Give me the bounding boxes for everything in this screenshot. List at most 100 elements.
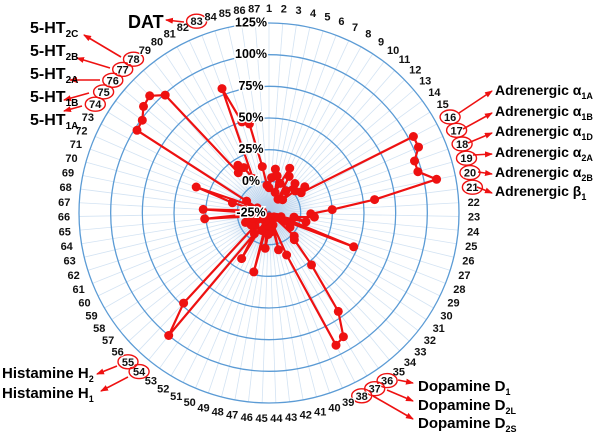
spoke-label-33: 33 [414, 346, 426, 358]
spoke-label-57: 57 [102, 335, 114, 347]
data-point-65 [200, 214, 210, 224]
radial-axis-label: 75% [238, 79, 263, 93]
spoke-label-9: 9 [378, 36, 384, 48]
annotation-arrow-5-ht1b [63, 92, 90, 102]
spoke-label-58: 58 [93, 323, 105, 335]
receptor-label-5-ht1b: 5-HT1B [30, 89, 78, 109]
spoke-label-63: 63 [63, 256, 75, 268]
radial-axis-label: 25% [238, 142, 263, 156]
data-point-83 [217, 84, 227, 94]
annotation-arrow-adrenergic-1a [458, 90, 493, 114]
circled-spoke-16 [439, 109, 461, 125]
annotation-arrow-dopamine-d1 [397, 378, 414, 385]
grid-ring [141, 85, 397, 341]
radial-axis-labels: -25% 0% 25% 50% 75% 100% 125% [234, 14, 269, 221]
data-point-53 [249, 229, 259, 239]
spoke-label-50: 50 [184, 397, 196, 409]
spoke-label-20: 20 [464, 168, 476, 180]
spoke-label-71: 71 [70, 139, 82, 151]
radial-axis-label: -25% [236, 206, 265, 220]
data-point-25 [289, 212, 299, 222]
annotation-arrow-dopamine-d2s [372, 395, 414, 420]
spoke-label-4: 4 [310, 8, 317, 20]
data-point-67 [198, 204, 208, 214]
annotation-arrow-5-ht1a [63, 105, 83, 113]
data-point-3 [270, 164, 280, 174]
circled-spoke-77 [111, 61, 134, 78]
data-point-19 [413, 167, 423, 177]
data-point-48 [249, 267, 259, 277]
spoke-label-41: 41 [314, 407, 326, 419]
annotation-arrow-histamine-h1 [100, 376, 129, 392]
spoke-label-22: 22 [468, 197, 480, 209]
data-point-16 [408, 132, 418, 141]
receptor-label-dat: DAT [128, 12, 164, 32]
spoke-label-16: 16 [444, 112, 456, 124]
annotation-arrow-adrenergic-2b [477, 170, 493, 176]
annotation-arrow-5-ht2b [76, 57, 111, 69]
spoke-label-3: 3 [295, 5, 301, 17]
spoke-label-51: 51 [170, 391, 182, 403]
spoke-label-55: 55 [122, 357, 134, 369]
spoke-label-72: 72 [75, 125, 87, 137]
spoke-label-64: 64 [61, 241, 74, 253]
spoke-label-25: 25 [465, 241, 477, 253]
data-point-73 [242, 196, 252, 206]
data-point-86 [257, 162, 267, 172]
spoke-label-10: 10 [387, 45, 399, 57]
spoke-label-29: 29 [447, 297, 459, 309]
data-point-18 [410, 156, 419, 166]
annotation-arrow-adrenergic-1d [467, 132, 493, 144]
spoke-number-labels: 1 2 3 4 5 6 7891011121314151617181920212223242… [57, 2, 484, 426]
data-points [132, 84, 442, 350]
grid-ring [110, 54, 428, 372]
spoke-label-18: 18 [456, 139, 468, 151]
data-point-87 [262, 180, 272, 190]
receptor-label-5-ht2a: 5-HT2A [30, 66, 78, 86]
circled-spoke-83 [185, 13, 208, 29]
circled-spoke-36 [376, 372, 398, 389]
receptor-label-dopamine-d2s: Dopamine D2S [418, 415, 517, 432]
data-point-17 [414, 142, 423, 152]
data-point-38 [331, 340, 341, 350]
spoke-label-44: 44 [270, 413, 283, 425]
spoke-label-84: 84 [204, 12, 217, 24]
spoke-label-78: 78 [127, 54, 139, 66]
data-point-35 [307, 260, 316, 270]
data-point-31 [285, 222, 295, 232]
circled-spoke-76 [102, 72, 124, 89]
annotation-arrow-5-ht2c [83, 34, 122, 58]
circled-spoke-18 [451, 136, 473, 152]
spoke-label-59: 59 [85, 311, 97, 323]
spoke-label-66: 66 [58, 212, 70, 224]
data-point-77 [145, 91, 155, 101]
spoke-label-24: 24 [467, 227, 480, 239]
spoke-label-6: 6 [338, 16, 344, 28]
data-point-84 [237, 117, 247, 127]
spoke-label-14: 14 [428, 87, 441, 99]
spoke-label-73: 73 [82, 112, 94, 124]
spoke-label-85: 85 [219, 8, 231, 20]
data-point-12 [278, 195, 288, 205]
data-point-36 [333, 306, 343, 316]
radial-axis-label: 100% [235, 47, 267, 61]
spoke-label-8: 8 [365, 29, 371, 41]
spoke-label-53: 53 [145, 376, 157, 388]
spoke-label-23: 23 [468, 212, 480, 224]
data-point-22 [327, 205, 337, 215]
spoke-label-47: 47 [226, 410, 238, 422]
spoke-label-30: 30 [440, 311, 452, 323]
receptor-label-adrenergic-1b: Adrenergic α1B [495, 103, 593, 122]
spoke-label-87: 87 [248, 4, 260, 16]
annotation-arrow-dopamine-d2l [386, 389, 414, 402]
circled-spoke-21 [461, 179, 484, 195]
data-point-72 [252, 203, 262, 213]
data-point-6 [275, 178, 285, 188]
data-point-70 [227, 198, 237, 208]
radial-axis-label: 0% [242, 174, 260, 188]
data-point-26 [301, 217, 311, 227]
spoke-label-70: 70 [65, 153, 77, 165]
receptor-label-histamine-h1: Histamine H1 [2, 385, 94, 404]
spoke-label-54: 54 [133, 367, 146, 379]
